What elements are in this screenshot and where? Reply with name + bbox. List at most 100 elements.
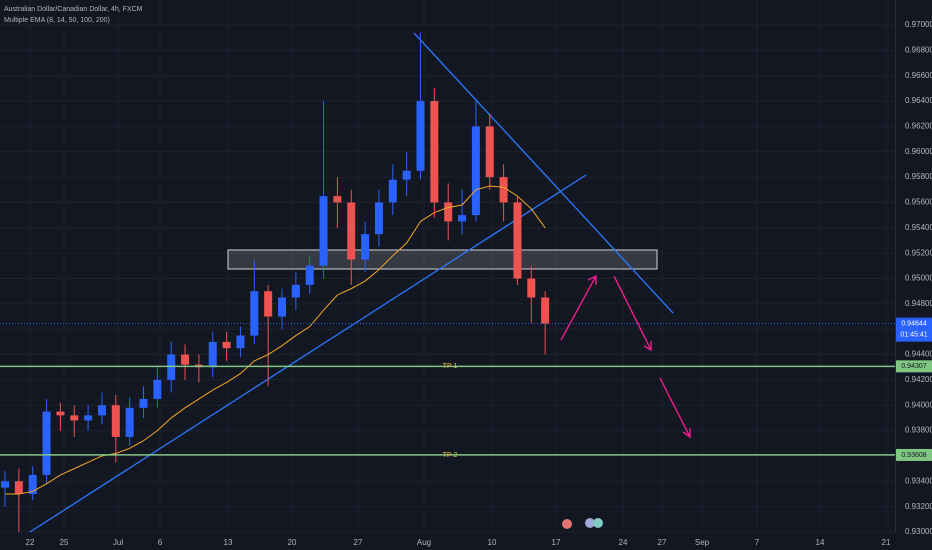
x-tick-label: 14: [816, 538, 825, 547]
candle-body: [458, 215, 467, 222]
candle-body: [125, 407, 134, 437]
event-icons: [562, 518, 603, 529]
price-tag-label: 0.94307: [901, 363, 926, 370]
candle-body: [485, 126, 494, 178]
x-tick-label: 7: [755, 538, 760, 547]
x-tick-label: Jul: [113, 538, 123, 547]
x-tick-label: 20: [288, 538, 297, 547]
ema-line: [5, 185, 546, 495]
candle-body: [139, 398, 148, 408]
x-tick-label: 17: [552, 538, 561, 547]
y-tick-label: 0.96400: [905, 96, 932, 105]
price-tag: [896, 448, 932, 461]
candle-body: [444, 202, 453, 222]
candle-body: [402, 170, 411, 180]
trend-line: [29, 174, 587, 533]
x-tick-label: 21: [882, 538, 891, 547]
candle-body: [291, 284, 300, 298]
x-tick-label: 6: [158, 538, 163, 547]
y-tick-label: 0.96800: [905, 45, 932, 54]
target-name: TP 1: [443, 363, 458, 370]
y-tick-label: 0.94800: [905, 299, 932, 308]
y-tick-label: 0.95000: [905, 274, 932, 283]
candle-body: [471, 126, 480, 216]
candle-body: [97, 405, 106, 416]
y-tick-label: 0.94000: [905, 400, 932, 409]
arrow: [613, 275, 652, 352]
y-tick-label: 0.95400: [905, 223, 932, 232]
x-tick-label: Sep: [695, 538, 710, 547]
candle-body: [416, 101, 425, 171]
y-tick-label: 0.96200: [905, 122, 932, 131]
countdown-label: 01:45:41: [900, 331, 927, 338]
candle-body: [333, 196, 342, 203]
plot: [1, 32, 550, 532]
arrow: [560, 274, 597, 341]
trend-line: [413, 32, 674, 314]
candle-body: [70, 415, 79, 421]
target-name: TP 2: [443, 452, 458, 459]
y-tick-label: 0.95800: [905, 172, 932, 181]
last-price-label: 0.94644: [901, 320, 926, 327]
indicator-label: Multiple EMA (8, 14, 50, 100, 200): [4, 17, 110, 24]
candle-body: [236, 335, 245, 349]
candle-body: [1, 481, 9, 488]
candle-body: [42, 411, 51, 475]
candle-body: [181, 354, 190, 365]
y-tick-label: 0.93200: [905, 502, 932, 511]
y-tick-label: 0.94200: [905, 375, 932, 384]
x-tick-label: Aug: [417, 538, 431, 547]
x-tick-label: 22: [26, 538, 35, 547]
candle-body: [14, 481, 23, 494]
y-tick-label: 0.96600: [905, 71, 932, 80]
candle-body: [374, 202, 383, 235]
candle-body: [278, 297, 286, 317]
zone: [227, 249, 658, 270]
candle-body: [347, 202, 356, 260]
y-tick-label: 0.97000: [905, 20, 932, 29]
y-tick-label: 0.95600: [905, 198, 932, 207]
y-tick-label: 0.93800: [905, 426, 932, 435]
candle-body: [319, 196, 328, 266]
icon: [593, 518, 603, 528]
candle-body: [388, 179, 397, 203]
candle-body: [28, 474, 37, 494]
candle-body: [153, 379, 162, 399]
x-tick-label: 10: [488, 538, 497, 547]
chart-title: Australian Dollar/Canadian Dollar, 4h, F…: [4, 6, 143, 13]
icon: [562, 519, 572, 529]
candle-body: [264, 291, 273, 317]
price-tag: [896, 360, 932, 373]
arrow: [659, 377, 691, 439]
candle-body: [208, 341, 217, 368]
y-tick-label: 0.93000: [905, 527, 932, 536]
candle-body: [250, 291, 259, 336]
candle-body: [361, 234, 370, 260]
y-tick-label: 0.95200: [905, 248, 932, 257]
candle-body: [84, 415, 93, 421]
y-tick-label: 0.96000: [905, 147, 932, 156]
price-tag-label: 0.93608: [901, 452, 926, 459]
x-tick-label: 24: [619, 538, 628, 547]
grid: [0, 0, 895, 533]
candle-body: [541, 297, 550, 324]
candle-body: [167, 354, 176, 380]
x-tick-label: 25: [60, 538, 69, 547]
x-tick-label: 13: [224, 538, 233, 547]
candle-body: [513, 202, 522, 279]
candle-body: [499, 177, 508, 203]
arrows: [560, 274, 691, 439]
price-tag: [896, 317, 932, 342]
candle-body: [527, 278, 536, 298]
y-tick-label: 0.93400: [905, 476, 932, 485]
candle-body: [111, 405, 120, 437]
icon: [585, 518, 595, 528]
x-tick-label: 27: [658, 538, 667, 547]
candle-body: [430, 101, 439, 203]
candle-body: [56, 411, 65, 416]
candle-body: [305, 265, 314, 285]
x-tick-label: 27: [354, 538, 363, 547]
y-tick-label: 0.94400: [905, 350, 932, 359]
candle-body: [222, 341, 231, 349]
